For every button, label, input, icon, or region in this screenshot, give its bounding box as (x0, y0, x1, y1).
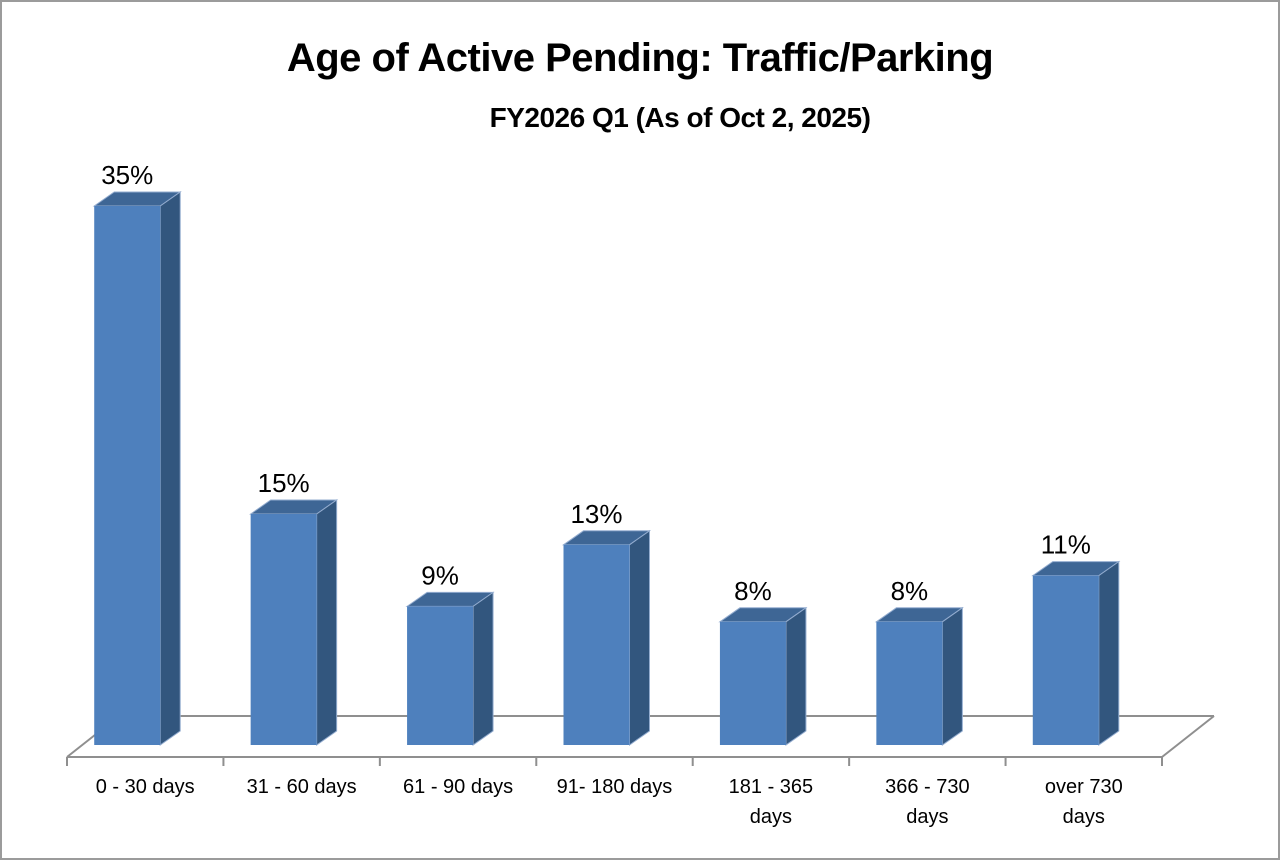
data-label: 9% (421, 560, 459, 590)
bar-face (629, 529, 650, 746)
bar-face (785, 606, 807, 746)
data-label: 11% (1041, 530, 1091, 560)
bar-face (250, 514, 317, 745)
bar-face (941, 606, 963, 746)
category-label: over 730 (1045, 776, 1123, 798)
bar-face (159, 191, 181, 746)
category-label-line2: days (750, 806, 792, 828)
bar-face (1032, 575, 1099, 745)
category-label: 366 - 730 (885, 776, 970, 798)
category-label: 61 - 90 days (403, 776, 513, 798)
category-label: 31 - 60 days (247, 776, 357, 798)
bar-face (1098, 560, 1120, 746)
bar-61---90-days (405, 591, 495, 746)
data-label: 8% (734, 576, 772, 606)
bar-0---30-days (92, 191, 182, 746)
chart-floor (66, 715, 1215, 766)
bar-face (407, 606, 474, 745)
data-label: 8% (891, 576, 929, 606)
bar-face (563, 544, 630, 745)
bar-over-730-days (1031, 560, 1121, 746)
bar-face (876, 621, 943, 745)
data-label: 35% (101, 160, 153, 190)
chart-subtitle: FY2026 Q1 (As of Oct 2, 2025) (489, 102, 871, 133)
category-label: 181 - 365 (729, 776, 814, 798)
bar-91--180-days (561, 529, 652, 746)
bar-face (316, 499, 338, 746)
bar-face (472, 591, 494, 746)
category-label-line2: days (1063, 806, 1105, 828)
chart-title: Age of Active Pending: Traffic/Parking (286, 36, 994, 80)
bar-face (719, 621, 786, 745)
category-label: 0 - 30 days (96, 776, 195, 798)
category-label: 91- 180 days (557, 776, 673, 798)
bar-face (94, 206, 161, 745)
data-label: 13% (570, 499, 622, 529)
bar-31---60-days (249, 499, 339, 746)
category-label-line2: days (906, 806, 948, 828)
bar-181---365-days (718, 606, 808, 746)
bar-366---730-days (874, 606, 964, 746)
data-label: 15% (258, 468, 310, 498)
